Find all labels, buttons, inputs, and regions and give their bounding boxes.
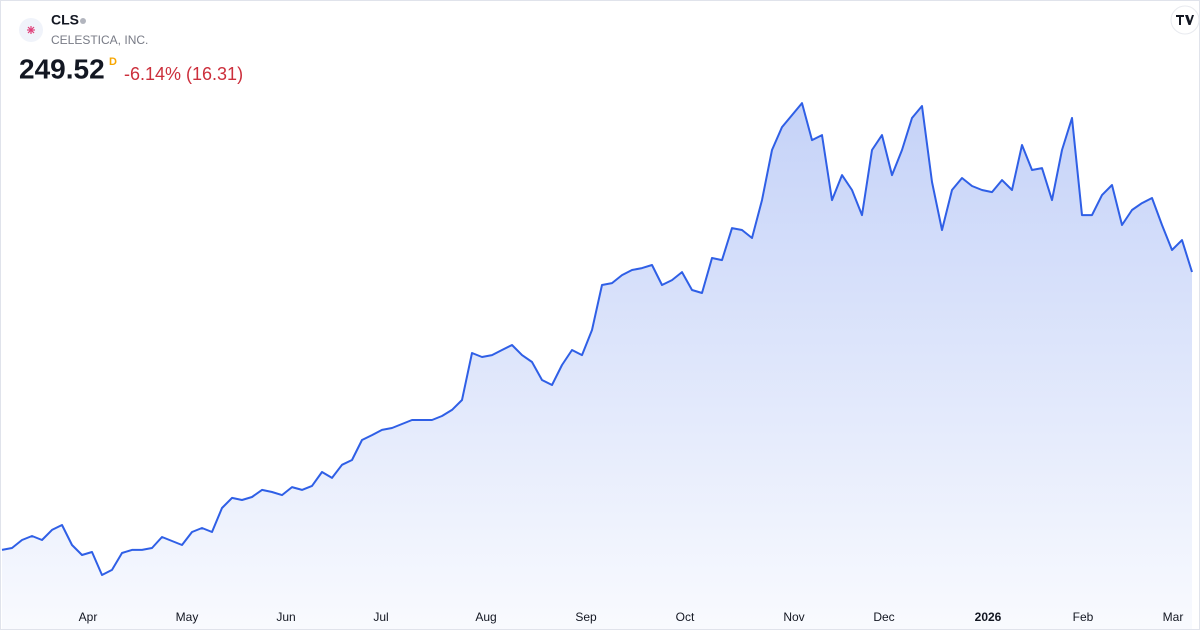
change: -6.14% (16.31)	[124, 64, 243, 84]
x-tick-label: Oct	[676, 610, 695, 624]
x-tick-label: Aug	[475, 610, 496, 624]
x-tick-label: Apr	[79, 610, 98, 624]
x-tick-label: Jul	[373, 610, 388, 624]
x-tick-label: Mar	[1163, 610, 1184, 624]
x-tick-label: Nov	[783, 610, 804, 624]
price: 249.52	[19, 53, 105, 84]
status-dot	[80, 18, 86, 24]
x-tick-label: 2026	[975, 610, 1002, 624]
x-tick-label: Feb	[1073, 610, 1094, 624]
interval: D	[109, 56, 117, 68]
x-tick-label: Dec	[873, 610, 894, 624]
price-line	[1, 102, 1193, 576]
tv-logo	[1176, 15, 1194, 25]
company: CELESTICA, INC.	[51, 33, 148, 47]
symbol: CLS	[51, 12, 79, 28]
plot	[1, 102, 1193, 630]
tv-logo-bg	[1170, 5, 1200, 35]
area-fill	[2, 103, 1192, 630]
x-tick-label: May	[176, 610, 199, 624]
x-tick-label: Jun	[276, 610, 295, 624]
x-tick-label: Sep	[575, 610, 597, 624]
logo-mark	[27, 26, 35, 34]
